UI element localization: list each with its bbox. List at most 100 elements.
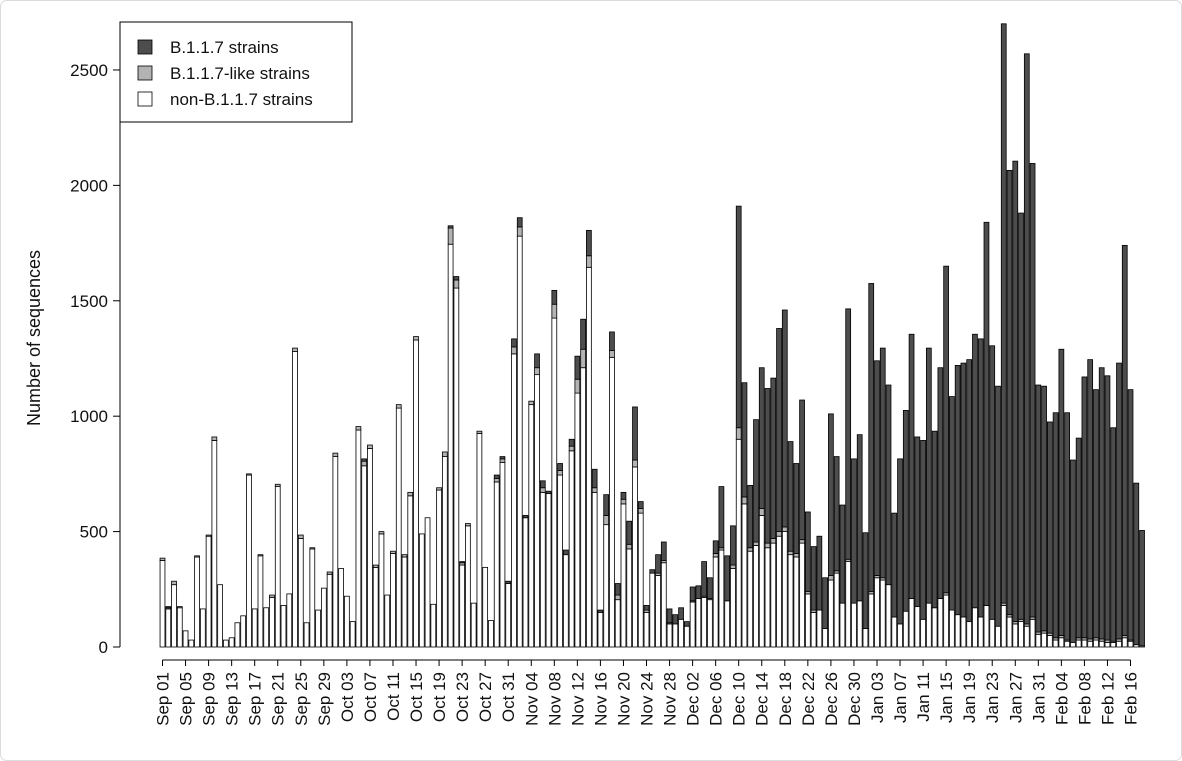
bar-segment bbox=[551, 303, 558, 319]
bar-segment bbox=[251, 608, 258, 648]
bar-segment bbox=[441, 456, 448, 648]
bar-segment bbox=[447, 243, 454, 648]
bar-segment bbox=[1116, 362, 1122, 640]
bar-segment bbox=[430, 603, 437, 648]
bar-segment bbox=[983, 605, 990, 648]
bar-segment bbox=[493, 478, 500, 483]
bar-segment bbox=[810, 546, 817, 611]
bar-segment bbox=[649, 572, 656, 648]
bar-segment bbox=[580, 318, 586, 350]
bar-segment bbox=[660, 541, 667, 561]
bar-segment bbox=[528, 404, 535, 648]
bar-segment bbox=[879, 579, 886, 648]
bar-segment bbox=[246, 474, 252, 648]
bar-segment bbox=[753, 545, 759, 648]
bar-segment bbox=[1098, 640, 1105, 648]
bar-segment bbox=[851, 602, 857, 648]
bar-segment bbox=[274, 483, 281, 487]
bar-segment bbox=[632, 406, 638, 461]
bar-segment bbox=[597, 611, 604, 648]
bar-segment bbox=[1041, 385, 1047, 632]
x-tick-label: Jan 19 bbox=[960, 672, 979, 723]
bar-segment bbox=[833, 572, 840, 648]
bar-segment bbox=[816, 609, 823, 648]
bar-segment bbox=[1093, 639, 1099, 648]
bar-segment bbox=[568, 445, 575, 452]
x-tick-label: Oct 19 bbox=[430, 672, 449, 722]
bar-segment bbox=[326, 571, 333, 575]
bar-segment bbox=[793, 553, 800, 558]
bar-segment bbox=[1012, 160, 1019, 623]
bar-segment bbox=[1046, 635, 1053, 648]
bar-segment bbox=[459, 564, 465, 648]
bar-segment bbox=[453, 276, 460, 281]
bar-segment bbox=[591, 487, 598, 493]
bar-segment bbox=[493, 481, 500, 648]
bar-segment bbox=[989, 618, 996, 648]
bar-segment bbox=[689, 601, 696, 648]
bar-segment bbox=[839, 504, 846, 604]
bar-segment bbox=[1081, 376, 1088, 639]
bar-segment bbox=[637, 501, 644, 509]
x-tick-label: Jan 15 bbox=[937, 672, 956, 723]
bar-segment bbox=[960, 362, 967, 618]
bar-segment bbox=[614, 583, 621, 596]
bar-segment bbox=[246, 473, 252, 476]
legend-label: B.1.1.7-like strains bbox=[170, 64, 310, 83]
x-tick-label: Feb 16 bbox=[1122, 672, 1141, 725]
x-tick-label: Jan 07 bbox=[891, 672, 910, 723]
bar-segment bbox=[1046, 421, 1053, 634]
bar-segment bbox=[977, 616, 984, 648]
bar-segment bbox=[707, 599, 713, 648]
bar-segment bbox=[787, 441, 794, 552]
bar-segment bbox=[194, 555, 200, 558]
bar-segment bbox=[609, 356, 615, 648]
bar-segment bbox=[741, 496, 748, 505]
bar-segment bbox=[384, 594, 391, 648]
bar-segment bbox=[1023, 625, 1030, 648]
y-tick-label: 2500 bbox=[70, 61, 108, 80]
bar-segment bbox=[516, 235, 523, 648]
bar-segment bbox=[1110, 427, 1117, 642]
x-tick-label: Nov 24 bbox=[638, 672, 657, 726]
bar-segment bbox=[718, 549, 725, 648]
bar-segment bbox=[678, 607, 684, 620]
bar-segment bbox=[338, 568, 344, 648]
bar-segment bbox=[1110, 641, 1117, 648]
bar-segment bbox=[1093, 389, 1099, 639]
bar-segment bbox=[367, 448, 373, 648]
x-tick-label: Dec 22 bbox=[799, 672, 818, 726]
x-tick-label: Jan 11 bbox=[914, 672, 933, 722]
bar-segment bbox=[534, 353, 540, 369]
bar-segment bbox=[954, 365, 961, 616]
x-tick-label: Dec 18 bbox=[776, 672, 795, 726]
x-tick-label: Sep 05 bbox=[177, 672, 196, 726]
bar-segment bbox=[672, 614, 679, 625]
x-tick-label: Oct 11 bbox=[384, 672, 403, 721]
x-tick-label: Jan 31 bbox=[1029, 672, 1048, 723]
bar-segment bbox=[908, 598, 915, 648]
bar-segment bbox=[1070, 459, 1076, 643]
x-tick-label: Sep 21 bbox=[269, 672, 288, 726]
bar-segment bbox=[787, 550, 794, 556]
bar-segment bbox=[1000, 605, 1007, 648]
bar-segment bbox=[770, 377, 777, 539]
bar-segment bbox=[954, 614, 961, 648]
bar-segment bbox=[643, 611, 650, 648]
bar-segment bbox=[355, 426, 362, 431]
bar-segment bbox=[217, 584, 223, 648]
bar-segment bbox=[695, 598, 702, 648]
bar-segment bbox=[171, 584, 177, 648]
bar-segment bbox=[372, 564, 379, 568]
bar-segment bbox=[804, 593, 811, 648]
bar-segment bbox=[361, 465, 368, 648]
bar-segment bbox=[730, 564, 736, 569]
bar-segment bbox=[292, 351, 298, 648]
bar-segment bbox=[499, 461, 506, 648]
bar-segment bbox=[793, 463, 800, 554]
bar-segment bbox=[591, 491, 598, 648]
bar-segment bbox=[171, 580, 177, 586]
bar-segment bbox=[649, 569, 656, 574]
bar-segment bbox=[828, 579, 834, 648]
bar-segment bbox=[367, 444, 373, 449]
